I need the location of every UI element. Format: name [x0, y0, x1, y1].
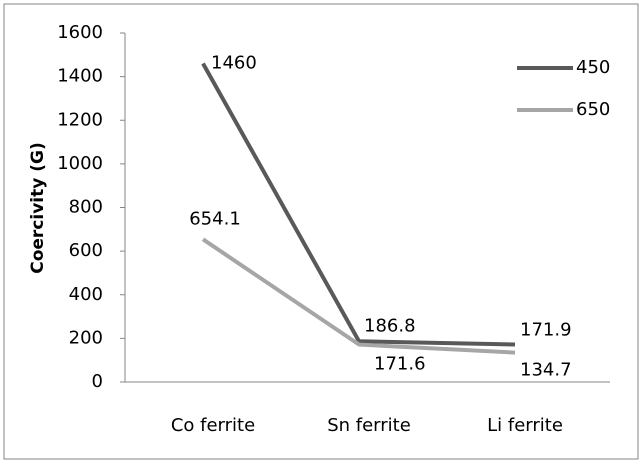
legend-label: 650	[576, 99, 610, 120]
data-label: 1460	[211, 53, 257, 74]
x-tick-label: Co ferrite	[171, 415, 255, 436]
data-label: 134.7	[520, 360, 572, 381]
y-tick-label: 0	[92, 371, 103, 392]
data-label: 654.1	[189, 208, 241, 229]
chart-border	[3, 3, 639, 460]
data-label: 186.8	[364, 315, 416, 336]
y-tick-label: 600	[69, 240, 103, 261]
data-label: 171.6	[374, 354, 426, 375]
y-axis-label: Coercivity (G)	[28, 142, 48, 274]
y-tick-label: 1200	[57, 109, 103, 130]
x-tick-label: Sn ferrite	[327, 415, 411, 436]
y-tick-label: 1000	[57, 153, 103, 174]
series-line	[201, 237, 516, 355]
y-tick-label: 1400	[57, 66, 103, 87]
y-tick-label: 200	[69, 327, 103, 348]
data-label: 171.9	[520, 320, 572, 341]
y-tick-label: 400	[69, 284, 103, 305]
x-tick-label: Li ferrite	[487, 415, 563, 436]
series-line	[201, 62, 516, 347]
legend-label: 450	[576, 57, 610, 78]
y-tick-label: 800	[69, 197, 103, 218]
y-tick-label: 1600	[57, 22, 103, 43]
